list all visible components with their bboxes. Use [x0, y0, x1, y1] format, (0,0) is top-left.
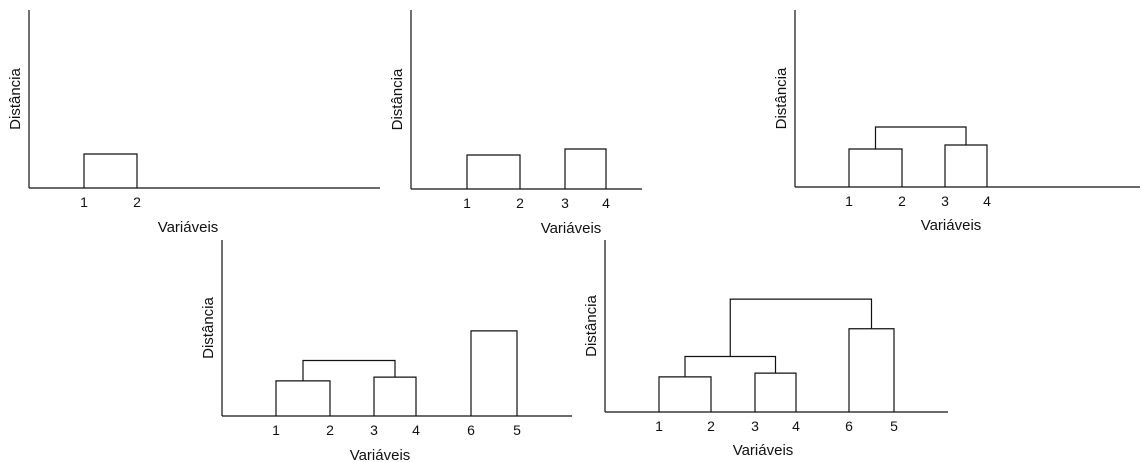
dendrogram-link — [302, 359, 396, 381]
leaf-label: 3 — [561, 195, 569, 211]
dendrogram-panel: Distância Variáveis 1 2 3 4 — [389, 10, 642, 237]
x-axis-label: Variáveis — [158, 219, 219, 236]
leaf-label: 5 — [890, 418, 898, 434]
leaf-label: 2 — [898, 193, 906, 209]
dendrogram-link — [729, 298, 873, 357]
leaf-label: 1 — [272, 422, 280, 438]
dendrogram-panel: Distância Variáveis 1 2 — [7, 10, 380, 236]
dendrogram-link — [373, 376, 417, 416]
leaf-label: 2 — [707, 418, 715, 434]
dendrogram-link — [275, 380, 331, 416]
x-axis-label: Variáveis — [921, 217, 982, 234]
x-axis-label: Variáveis — [733, 442, 794, 459]
y-axis-label: Distância — [7, 68, 24, 130]
y-axis-label: Distância — [773, 67, 790, 129]
leaf-label: 1 — [845, 193, 853, 209]
dendrogram-link — [684, 355, 777, 377]
y-axis-label: Distância — [583, 295, 600, 357]
leaf-label: 4 — [983, 193, 991, 209]
dendrogram-link — [658, 376, 712, 412]
leaf-label: 2 — [326, 422, 334, 438]
leaf-label: 1 — [80, 194, 88, 210]
dendrogram-link — [848, 328, 895, 412]
dendrogram-panel: Distância Variáveis 1 2 3 4 — [773, 10, 1140, 234]
x-axis-label: Variáveis — [541, 220, 602, 237]
leaf-label: 2 — [133, 194, 141, 210]
dendrogram-panel: Distância Variáveis 1 2 3 4 6 5 — [200, 240, 572, 462]
dendrogram-link — [944, 144, 988, 187]
leaf-label: 6 — [845, 418, 853, 434]
leaf-label: 1 — [463, 195, 471, 211]
dendrogram-link — [83, 153, 138, 188]
dendrogram-link — [848, 148, 903, 187]
leaf-label: 4 — [602, 195, 610, 211]
dendrogram-link — [466, 154, 521, 189]
y-axis-label: Distância — [200, 297, 217, 359]
leaf-label: 3 — [370, 422, 378, 438]
leaf-label: 4 — [792, 418, 800, 434]
leaf-label: 5 — [513, 422, 521, 438]
y-axis-label: Distância — [389, 68, 406, 130]
dendrogram-panel: Distância Variáveis 1 2 3 4 6 5 — [583, 240, 948, 459]
dendrogram-link — [470, 330, 518, 416]
leaf-label: 2 — [516, 195, 524, 211]
leaf-label: 1 — [655, 418, 663, 434]
leaf-label: 3 — [941, 193, 949, 209]
dendrogram-link — [874, 126, 967, 149]
x-axis-label: Variáveis — [350, 447, 411, 462]
dendrogram-link — [564, 148, 607, 189]
leaf-label: 3 — [751, 418, 759, 434]
dendrogram-link — [754, 372, 797, 412]
leaf-label: 4 — [412, 422, 420, 438]
leaf-label: 6 — [467, 422, 475, 438]
